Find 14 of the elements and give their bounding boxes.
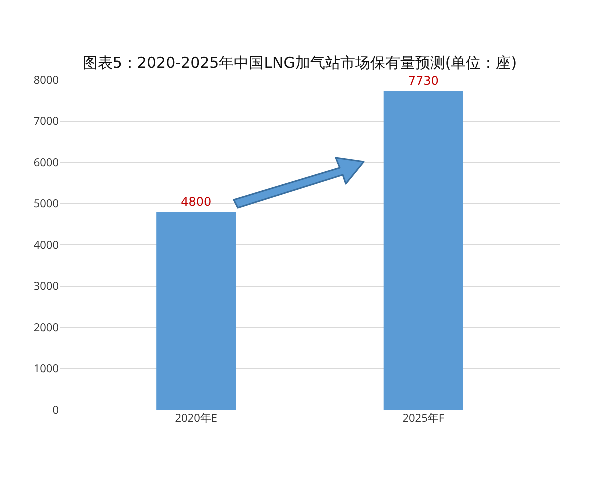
y-tick-label: 3000 [34,279,59,294]
y-tick-label: 7000 [34,114,59,130]
data-label: 4800 [181,195,212,209]
y-tick-label: 4000 [34,238,59,253]
y-tick-label: 6000 [34,155,59,170]
y-tick-label: 2000 [34,320,59,336]
chart-title: 图表5：2020-2025年中国LNG加气站市场保有量预测(单位：座) [82,54,518,72]
y-tick-label: 0 [52,402,59,418]
x-tick-label: 2020年E [175,411,218,426]
y-tick-label: 1000 [34,362,59,377]
data-label: 7730 [408,74,439,88]
y-tick-label: 5000 [34,196,59,212]
x-tick-label: 2025年F [402,411,445,426]
y-tick-label: 8000 [34,72,59,88]
